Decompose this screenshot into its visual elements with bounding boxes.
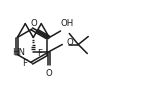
Text: O: O: [46, 69, 53, 77]
Text: O: O: [66, 38, 73, 47]
Text: F: F: [37, 49, 42, 58]
Text: OH: OH: [61, 19, 74, 28]
Text: O: O: [31, 19, 37, 28]
Text: HN: HN: [12, 48, 25, 57]
Text: F: F: [22, 59, 27, 69]
